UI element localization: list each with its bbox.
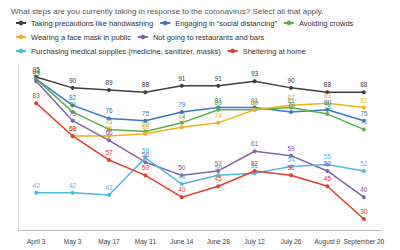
svg-text:79: 79 xyxy=(287,100,295,108)
svg-text:Taking precautions like handwa: Taking precautions like handwashing xyxy=(31,19,153,28)
svg-text:88: 88 xyxy=(142,81,150,88)
svg-text:May 17: May 17 xyxy=(98,238,120,246)
svg-text:Engaging in “social distancing: Engaging in “social distancing” xyxy=(175,19,277,28)
svg-text:78: 78 xyxy=(324,103,332,110)
svg-text:55: 55 xyxy=(324,153,332,160)
svg-text:71: 71 xyxy=(105,118,113,126)
svg-text:66: 66 xyxy=(105,129,113,136)
svg-text:August 9: August 9 xyxy=(315,238,341,246)
svg-text:79: 79 xyxy=(69,101,77,108)
svg-text:56: 56 xyxy=(141,151,149,159)
svg-text:75: 75 xyxy=(142,110,150,117)
svg-text:41: 41 xyxy=(105,184,113,191)
svg-text:Not going to restaurants and b: Not going to restaurants and bars xyxy=(153,33,265,42)
svg-text:40: 40 xyxy=(178,186,186,193)
svg-text:75: 75 xyxy=(69,110,77,117)
svg-text:52: 52 xyxy=(324,160,332,167)
svg-text:80: 80 xyxy=(251,99,259,106)
svg-text:79: 79 xyxy=(178,101,186,108)
svg-text:Sheltering at home: Sheltering at home xyxy=(243,47,306,56)
svg-text:54: 54 xyxy=(287,156,295,163)
svg-text:58: 58 xyxy=(142,147,150,154)
svg-text:52: 52 xyxy=(360,160,368,167)
svg-text:80: 80 xyxy=(251,99,259,106)
svg-text:76: 76 xyxy=(105,107,113,114)
svg-text:June 28: June 28 xyxy=(207,238,231,245)
svg-text:68: 68 xyxy=(69,125,77,132)
svg-text:Purchasing medical supplies (m: Purchasing medical supplies (medicine, s… xyxy=(31,47,221,56)
svg-text:September 20: September 20 xyxy=(343,238,384,246)
svg-text:July 12: July 12 xyxy=(244,238,265,246)
svg-text:59: 59 xyxy=(287,145,295,152)
svg-text:71: 71 xyxy=(360,118,368,125)
svg-text:July 26: July 26 xyxy=(281,238,302,246)
svg-text:June 14: June 14 xyxy=(170,238,194,245)
svg-text:81: 81 xyxy=(360,97,368,104)
svg-text:42: 42 xyxy=(33,182,41,189)
svg-text:42: 42 xyxy=(69,182,77,189)
svg-text:68: 68 xyxy=(69,125,77,132)
svg-text:88: 88 xyxy=(324,81,332,88)
svg-text:83: 83 xyxy=(33,92,41,99)
svg-text:61: 61 xyxy=(251,140,259,147)
svg-text:72: 72 xyxy=(178,116,186,123)
svg-text:May 3: May 3 xyxy=(64,238,82,246)
svg-text:69: 69 xyxy=(142,123,150,130)
svg-text:82: 82 xyxy=(69,94,77,102)
svg-text:57: 57 xyxy=(105,149,113,156)
svg-text:93: 93 xyxy=(251,70,259,77)
svg-text:50: 50 xyxy=(215,164,223,171)
svg-text:45: 45 xyxy=(324,175,332,182)
svg-text:91: 91 xyxy=(215,75,223,82)
svg-text:82: 82 xyxy=(287,94,295,101)
svg-text:45: 45 xyxy=(215,175,223,182)
svg-text:April 3: April 3 xyxy=(27,238,46,246)
svg-text:83: 83 xyxy=(324,92,332,99)
svg-text:50: 50 xyxy=(142,164,150,171)
svg-text:50: 50 xyxy=(287,164,295,171)
svg-text:88: 88 xyxy=(360,81,368,88)
svg-text:80: 80 xyxy=(215,99,223,106)
svg-text:46: 46 xyxy=(178,173,186,180)
svg-text:89: 89 xyxy=(105,79,113,86)
svg-text:What steps are you currently t: What steps are you currently taking in r… xyxy=(11,7,323,16)
svg-text:93: 93 xyxy=(33,70,41,77)
svg-text:Avoiding crowds: Avoiding crowds xyxy=(299,19,354,28)
svg-text:90: 90 xyxy=(69,77,77,84)
svg-text:May 31: May 31 xyxy=(135,238,157,246)
svg-text:30: 30 xyxy=(360,208,368,215)
svg-text:50: 50 xyxy=(178,164,186,171)
svg-text:90: 90 xyxy=(287,77,295,84)
svg-text:74: 74 xyxy=(215,112,223,119)
svg-text:91: 91 xyxy=(178,75,186,82)
svg-text:75: 75 xyxy=(360,110,368,117)
svg-text:40: 40 xyxy=(360,186,368,193)
svg-text:Wearing a face mask in public: Wearing a face mask in public xyxy=(31,33,131,42)
svg-text:52: 52 xyxy=(251,160,259,167)
